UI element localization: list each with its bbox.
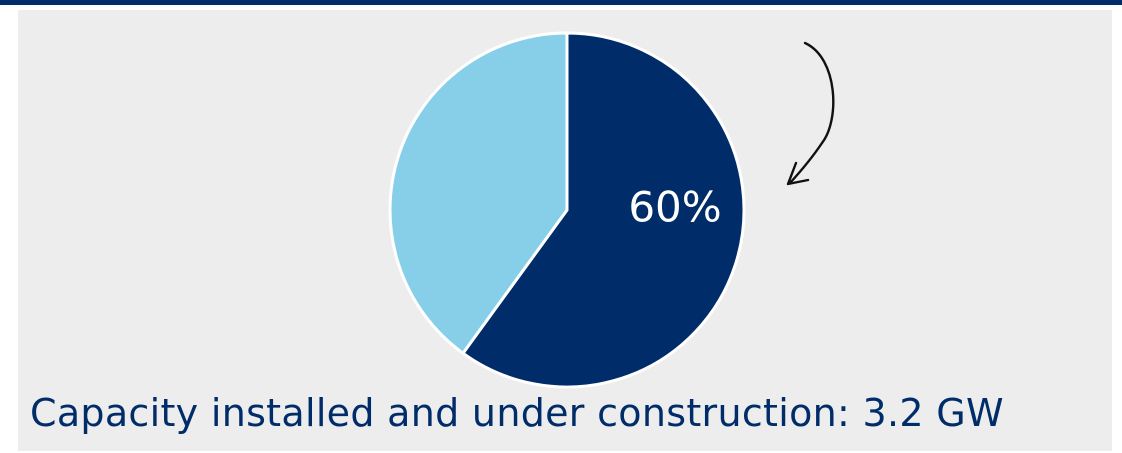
header-rule	[0, 0, 1122, 5]
pie-data-labels: 60%	[628, 183, 721, 232]
annotation-arrow-icon	[788, 41, 835, 185]
pie-data-label-1: 60%	[628, 183, 721, 232]
chart-caption: Capacity installed and under constructio…	[30, 391, 1004, 435]
pie-slice-1	[461, 31, 746, 389]
pie-slice-2	[388, 31, 569, 355]
pie-slices	[388, 31, 746, 389]
annotation-arrowhead-icon	[786, 161, 810, 186]
